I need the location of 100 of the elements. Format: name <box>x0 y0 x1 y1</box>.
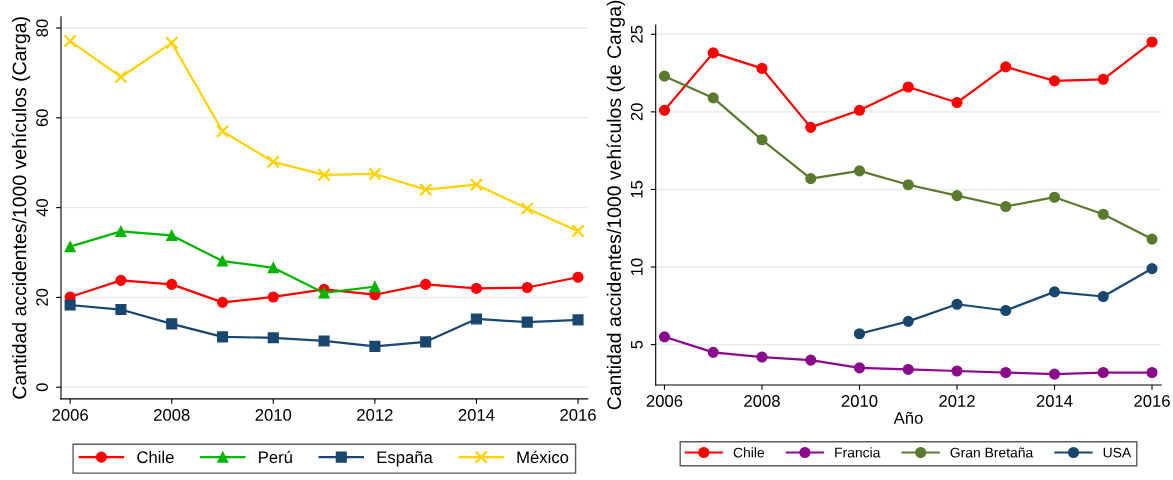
point <box>756 351 768 363</box>
point <box>318 335 330 347</box>
point <box>418 182 433 197</box>
point <box>1048 75 1061 87</box>
point <box>658 104 671 116</box>
y-tick-label: 60 <box>36 109 48 127</box>
point <box>853 328 866 340</box>
point <box>571 224 585 238</box>
point <box>805 354 817 366</box>
point <box>707 346 719 358</box>
y-tick-label: 5 <box>631 340 643 349</box>
y-axis-title: Cantidad accidentes/1000 vehículos (Carga) <box>11 17 31 399</box>
x-tick-label: 2006 <box>52 409 88 421</box>
point <box>470 282 483 294</box>
point <box>951 96 963 109</box>
point <box>805 121 817 133</box>
point <box>215 124 230 138</box>
y-tick-label: 25 <box>630 25 643 43</box>
point <box>64 241 76 253</box>
x-tick-label: 2010 <box>255 409 292 421</box>
x-tick-label: 2012 <box>939 395 975 407</box>
point <box>521 281 533 294</box>
point <box>951 365 963 377</box>
legend-label: Francia <box>835 447 881 458</box>
x-axis-title: Año <box>893 411 923 424</box>
point <box>216 331 229 343</box>
point <box>521 316 533 328</box>
point <box>1097 208 1109 220</box>
point <box>267 262 279 274</box>
point <box>1146 36 1158 48</box>
point <box>853 104 866 116</box>
legend-label: Chile <box>137 450 174 464</box>
y-tick-label: 0 <box>36 383 48 392</box>
point <box>853 165 866 177</box>
point <box>63 34 77 48</box>
y-tick-label: 20 <box>630 103 643 121</box>
point <box>1146 233 1158 245</box>
point <box>572 314 584 326</box>
point <box>267 291 279 303</box>
point <box>216 255 229 267</box>
point <box>166 278 178 290</box>
point <box>368 167 382 181</box>
point <box>902 81 914 93</box>
point <box>266 155 280 169</box>
point <box>756 62 768 74</box>
point <box>902 179 914 191</box>
point <box>756 134 768 146</box>
point <box>469 178 484 192</box>
x-tick-label: 2008 <box>744 395 780 407</box>
point <box>166 229 178 242</box>
point <box>470 313 483 325</box>
point <box>1000 200 1012 213</box>
point <box>166 318 178 330</box>
legend-label: Chile <box>733 447 765 458</box>
legend-label: USA <box>1103 447 1132 458</box>
point <box>64 299 76 311</box>
point <box>805 173 817 185</box>
point <box>114 70 128 84</box>
x-tick-label: 2008 <box>154 409 190 421</box>
point <box>369 340 381 352</box>
point <box>951 298 963 310</box>
y-tick-label: 80 <box>36 19 48 37</box>
point <box>216 296 229 308</box>
x-tick-label: 2016 <box>1134 395 1170 407</box>
legend-label: España <box>377 451 433 467</box>
point <box>1146 366 1158 379</box>
point <box>369 281 381 293</box>
x-tick-label: 2016 <box>560 409 596 421</box>
y-axis-title: Cantidad accidentes/1000 vehículos (de Carga) <box>606 0 625 410</box>
x-tick-label: 2014 <box>458 409 495 421</box>
x-tick-label: 2012 <box>357 409 393 421</box>
point <box>1000 304 1012 317</box>
point <box>520 201 534 216</box>
point <box>317 168 331 182</box>
point <box>1097 290 1109 303</box>
point <box>165 36 179 50</box>
point <box>853 362 866 374</box>
point <box>1048 286 1061 298</box>
point <box>420 278 432 290</box>
point <box>1048 191 1061 203</box>
point <box>1048 368 1061 380</box>
point <box>658 70 671 82</box>
x-tick-label: 2010 <box>841 395 878 407</box>
y-tick-label: 20 <box>36 288 48 306</box>
point <box>267 332 279 344</box>
point <box>572 271 584 283</box>
x-tick-label: 2014 <box>1036 395 1073 407</box>
point <box>115 225 127 237</box>
point <box>1097 366 1109 379</box>
point <box>658 331 671 343</box>
y-tick-label: 40 <box>36 199 48 217</box>
y-tick-label: 15 <box>631 180 643 198</box>
point <box>1097 73 1109 85</box>
point <box>318 287 330 299</box>
point <box>707 47 719 59</box>
point <box>707 92 719 104</box>
point <box>420 336 432 348</box>
point <box>1146 263 1158 275</box>
legend-label: México <box>517 450 569 464</box>
point <box>115 274 127 286</box>
